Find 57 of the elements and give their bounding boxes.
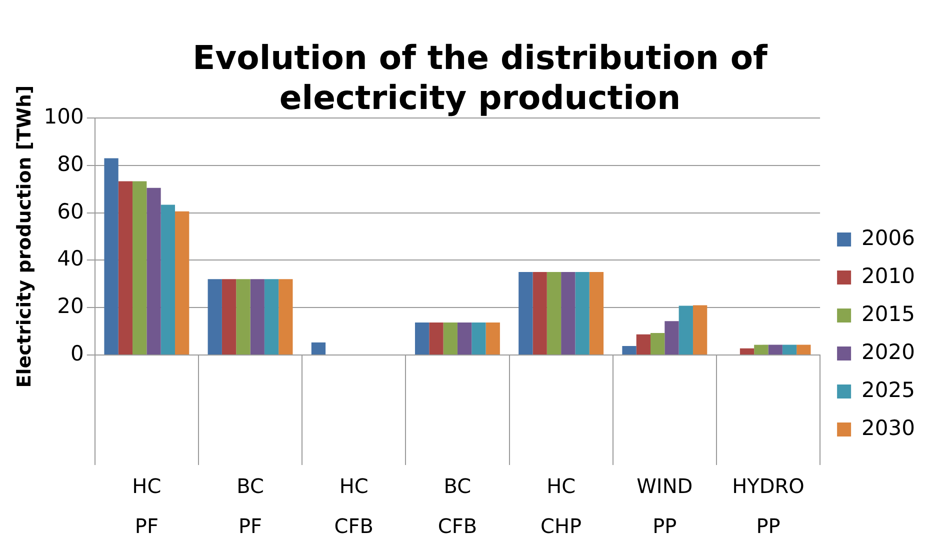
bar	[678, 306, 693, 354]
chart-title: Evolution of the distribution of electricity production	[192, 38, 769, 118]
bar	[740, 348, 754, 354]
bar	[250, 279, 264, 354]
legend-label: 2020	[862, 340, 916, 364]
y-tick-label: 100	[44, 104, 84, 128]
x-tick-label: HC PF	[132, 474, 162, 538]
legend-label: 2006	[862, 226, 916, 250]
y-tick-label: 20	[57, 294, 84, 318]
legend-label: 2025	[862, 378, 916, 402]
bar	[104, 158, 118, 354]
bar	[429, 322, 444, 354]
bar	[692, 305, 708, 354]
bar	[589, 272, 604, 354]
x-tick-label: BC PF	[236, 474, 264, 538]
bar	[518, 272, 533, 354]
y-axis-title: Electricity production [TWh]	[13, 85, 36, 388]
y-tick-label: 60	[57, 199, 84, 224]
bar	[174, 211, 190, 354]
legend-label: 2015	[862, 302, 916, 326]
bar	[222, 279, 236, 354]
bar	[236, 279, 250, 354]
bar	[472, 322, 486, 354]
x-tick-label: HYDRO PP	[732, 474, 804, 538]
bar	[443, 322, 458, 354]
legend-label: 2010	[862, 264, 916, 288]
y-tick-label: 40	[57, 246, 84, 271]
bar	[486, 322, 500, 354]
bar	[636, 334, 651, 354]
bar	[782, 344, 797, 354]
x-tick-label: BC CFB	[438, 474, 478, 538]
x-tick-label: HC CHP	[540, 474, 582, 538]
bar	[532, 272, 547, 354]
bar	[754, 344, 768, 354]
bar	[414, 322, 430, 354]
y-tick-label: 80	[57, 152, 84, 176]
bar	[546, 272, 562, 354]
bar	[664, 321, 679, 354]
bar	[118, 181, 133, 354]
bar	[132, 181, 147, 354]
y-tick-label: 0	[70, 341, 84, 366]
x-tick-label: HC CFB	[334, 474, 374, 538]
bar	[650, 332, 665, 354]
bar	[796, 344, 811, 354]
bar	[561, 272, 576, 354]
bar	[768, 344, 782, 354]
bar	[146, 188, 161, 354]
x-tick-label: WIND PP	[636, 474, 693, 538]
bar	[457, 322, 472, 354]
bar	[208, 279, 222, 354]
bar	[278, 279, 293, 354]
bar	[264, 279, 279, 354]
bar	[622, 346, 636, 354]
bar	[311, 342, 326, 354]
legend-label: 2030	[862, 416, 916, 440]
bar	[160, 204, 175, 354]
bar	[575, 272, 590, 354]
